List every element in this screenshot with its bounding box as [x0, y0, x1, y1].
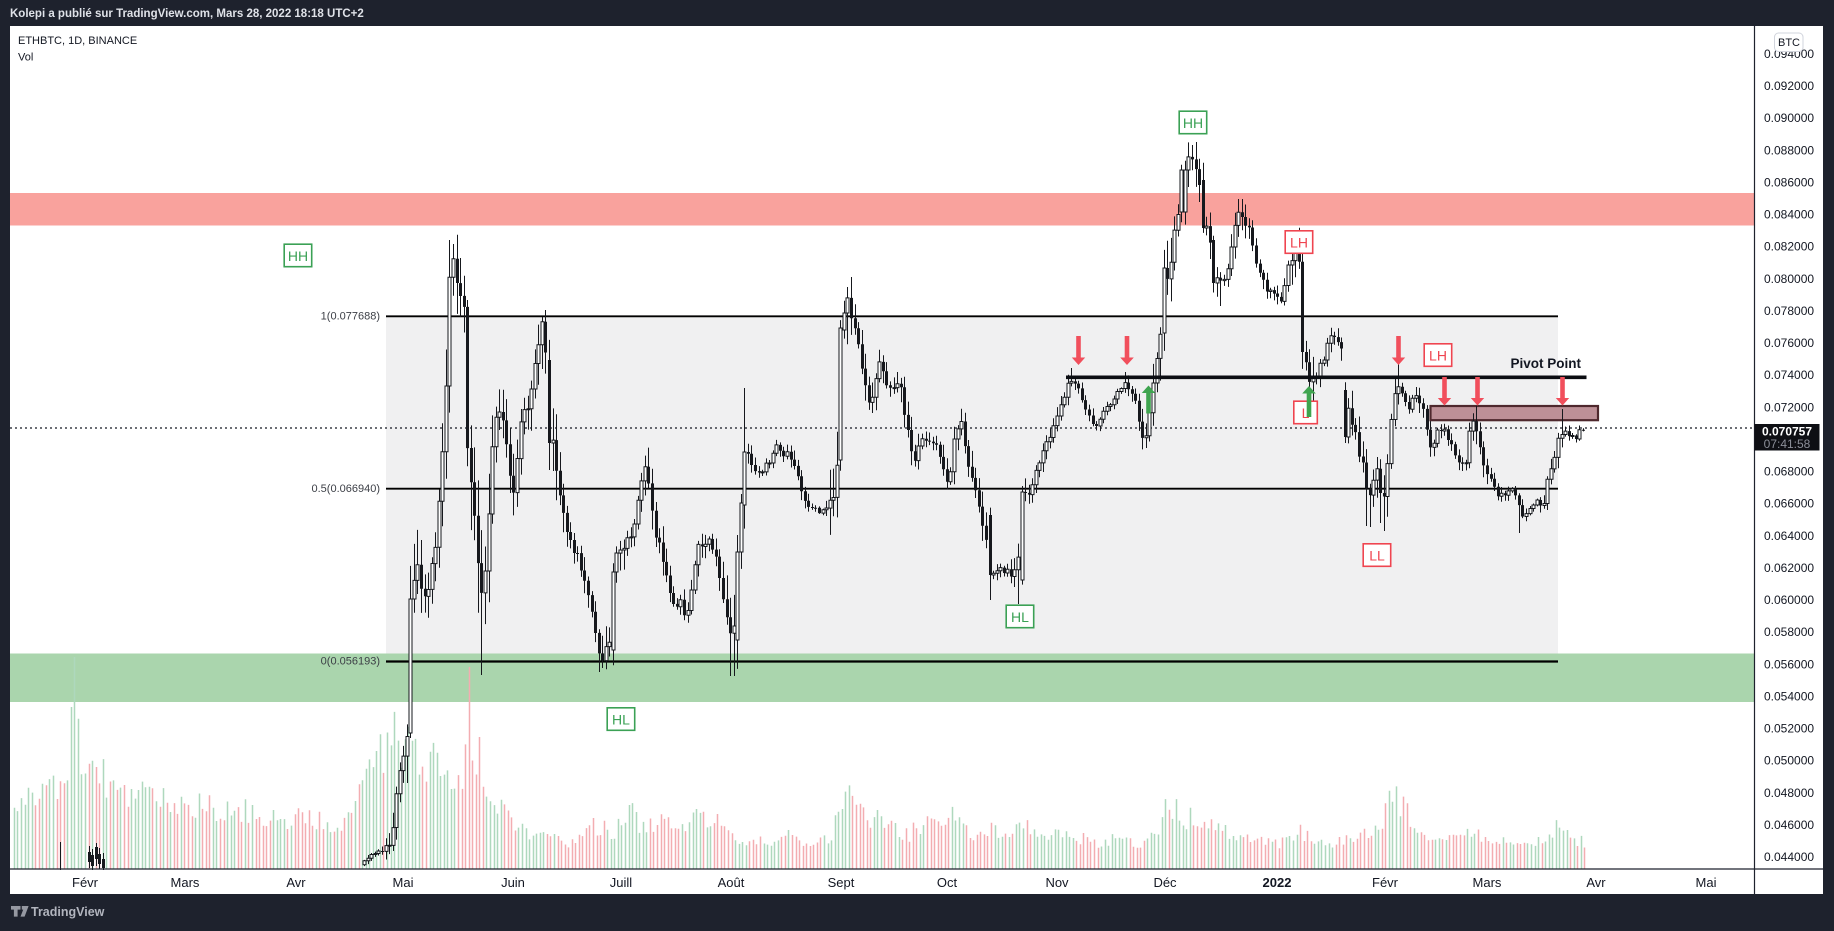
svg-text:BTC: BTC — [1778, 37, 1800, 49]
svg-text:07:41:58: 07:41:58 — [1764, 437, 1811, 451]
svg-text:0.052000: 0.052000 — [1764, 722, 1814, 736]
svg-text:HH: HH — [288, 248, 308, 264]
svg-text:TradingView: TradingView — [31, 905, 105, 919]
svg-text:Juin: Juin — [501, 875, 525, 890]
svg-text:0.5(0.066940): 0.5(0.066940) — [312, 483, 381, 495]
svg-text:Sept: Sept — [828, 875, 855, 890]
svg-text:L: L — [1302, 405, 1310, 421]
svg-text:0.056000: 0.056000 — [1764, 657, 1814, 671]
svg-text:Nov: Nov — [1045, 875, 1069, 890]
svg-text:0.084000: 0.084000 — [1764, 208, 1814, 222]
svg-text:0.082000: 0.082000 — [1764, 240, 1814, 254]
svg-text:Mai: Mai — [393, 875, 414, 890]
svg-text:0.054000: 0.054000 — [1764, 689, 1814, 703]
svg-text:0.062000: 0.062000 — [1764, 561, 1814, 575]
svg-text:ETHBTC, 1D, BINANCE: ETHBTC, 1D, BINANCE — [18, 35, 137, 47]
svg-text:0.080000: 0.080000 — [1764, 272, 1814, 286]
svg-text:HL: HL — [612, 712, 630, 728]
svg-text:0.074000: 0.074000 — [1764, 368, 1814, 382]
svg-text:0.078000: 0.078000 — [1764, 304, 1814, 318]
svg-text:0.064000: 0.064000 — [1764, 529, 1814, 543]
svg-text:0.050000: 0.050000 — [1764, 754, 1814, 768]
svg-text:Déc: Déc — [1153, 875, 1177, 890]
svg-text:0.046000: 0.046000 — [1764, 818, 1814, 832]
svg-text:0.072000: 0.072000 — [1764, 400, 1814, 414]
svg-text:Oct: Oct — [937, 875, 958, 890]
svg-text:0.048000: 0.048000 — [1764, 786, 1814, 800]
svg-text:0(0.056193): 0(0.056193) — [321, 656, 380, 668]
svg-text:Pivot Point: Pivot Point — [1511, 356, 1582, 371]
svg-text:0.066000: 0.066000 — [1764, 497, 1814, 511]
svg-text:Févr: Févr — [1372, 875, 1399, 890]
svg-text:Avr: Avr — [1586, 875, 1606, 890]
svg-text:0.088000: 0.088000 — [1764, 143, 1814, 157]
svg-text:Févr: Févr — [72, 875, 99, 890]
svg-text:Mai: Mai — [1696, 875, 1717, 890]
svg-text:Juill: Juill — [610, 875, 633, 890]
svg-text:0.076000: 0.076000 — [1764, 336, 1814, 350]
svg-text:HL: HL — [1011, 609, 1029, 625]
svg-text:LL: LL — [1369, 548, 1385, 564]
svg-text:1(0.077688): 1(0.077688) — [321, 311, 380, 323]
svg-text:2022: 2022 — [1263, 875, 1292, 890]
svg-text:LH: LH — [1429, 348, 1447, 364]
svg-text:0.060000: 0.060000 — [1764, 593, 1814, 607]
svg-text:Avr: Avr — [286, 875, 306, 890]
svg-text:Mars: Mars — [1473, 875, 1502, 890]
svg-text:0.058000: 0.058000 — [1764, 625, 1814, 639]
svg-text:0.090000: 0.090000 — [1764, 111, 1814, 125]
svg-text:HH: HH — [1183, 115, 1203, 131]
svg-text:Kolepi a publié sur TradingVie: Kolepi a publié sur TradingView.com, Mar… — [10, 8, 364, 20]
svg-text:Vol: Vol — [18, 52, 33, 64]
svg-text:0.068000: 0.068000 — [1764, 465, 1814, 479]
svg-text:Août: Août — [718, 875, 745, 890]
svg-text:Mars: Mars — [171, 875, 200, 890]
svg-text:0.086000: 0.086000 — [1764, 176, 1814, 190]
svg-text:0.044000: 0.044000 — [1764, 850, 1814, 864]
svg-text:LH: LH — [1290, 235, 1308, 251]
svg-text:0.070757: 0.070757 — [1762, 425, 1812, 439]
svg-text:0.092000: 0.092000 — [1764, 79, 1814, 93]
